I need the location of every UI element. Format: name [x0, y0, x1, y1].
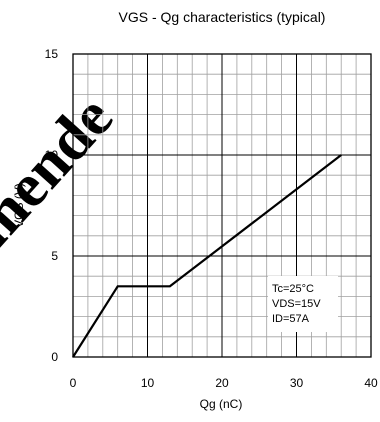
x-tick-label: 0: [70, 376, 77, 390]
annotation-line: ID=57A: [272, 313, 310, 325]
annotation-line: VDS=15V: [272, 298, 321, 310]
annotation-line: Tc=25°C: [272, 283, 314, 295]
annotation-box: Tc=25°C VDS=15V ID=57A: [268, 276, 338, 332]
x-tick-label: 30: [290, 376, 304, 390]
y-tick-label: 10: [45, 148, 59, 162]
y-tick-label: 0: [51, 350, 58, 364]
series-line: [72, 154, 342, 358]
plot-frame: [72, 53, 372, 358]
chart-title: VGS - Qg characteristics (typical): [119, 9, 326, 25]
x-tick-label: 40: [364, 376, 378, 390]
y-tick-label: 15: [45, 47, 59, 61]
x-tick-label: 20: [215, 376, 229, 390]
watermark: mende: [0, 83, 126, 259]
tick-labels: 0 10 20 30 40 0 5 10 15: [45, 47, 378, 390]
y-axis-label: VGS (V): [12, 183, 26, 228]
x-axis-label: Qg (nC): [200, 397, 243, 411]
x-tick-label: 10: [141, 376, 155, 390]
y-tick-label: 5: [51, 249, 58, 263]
